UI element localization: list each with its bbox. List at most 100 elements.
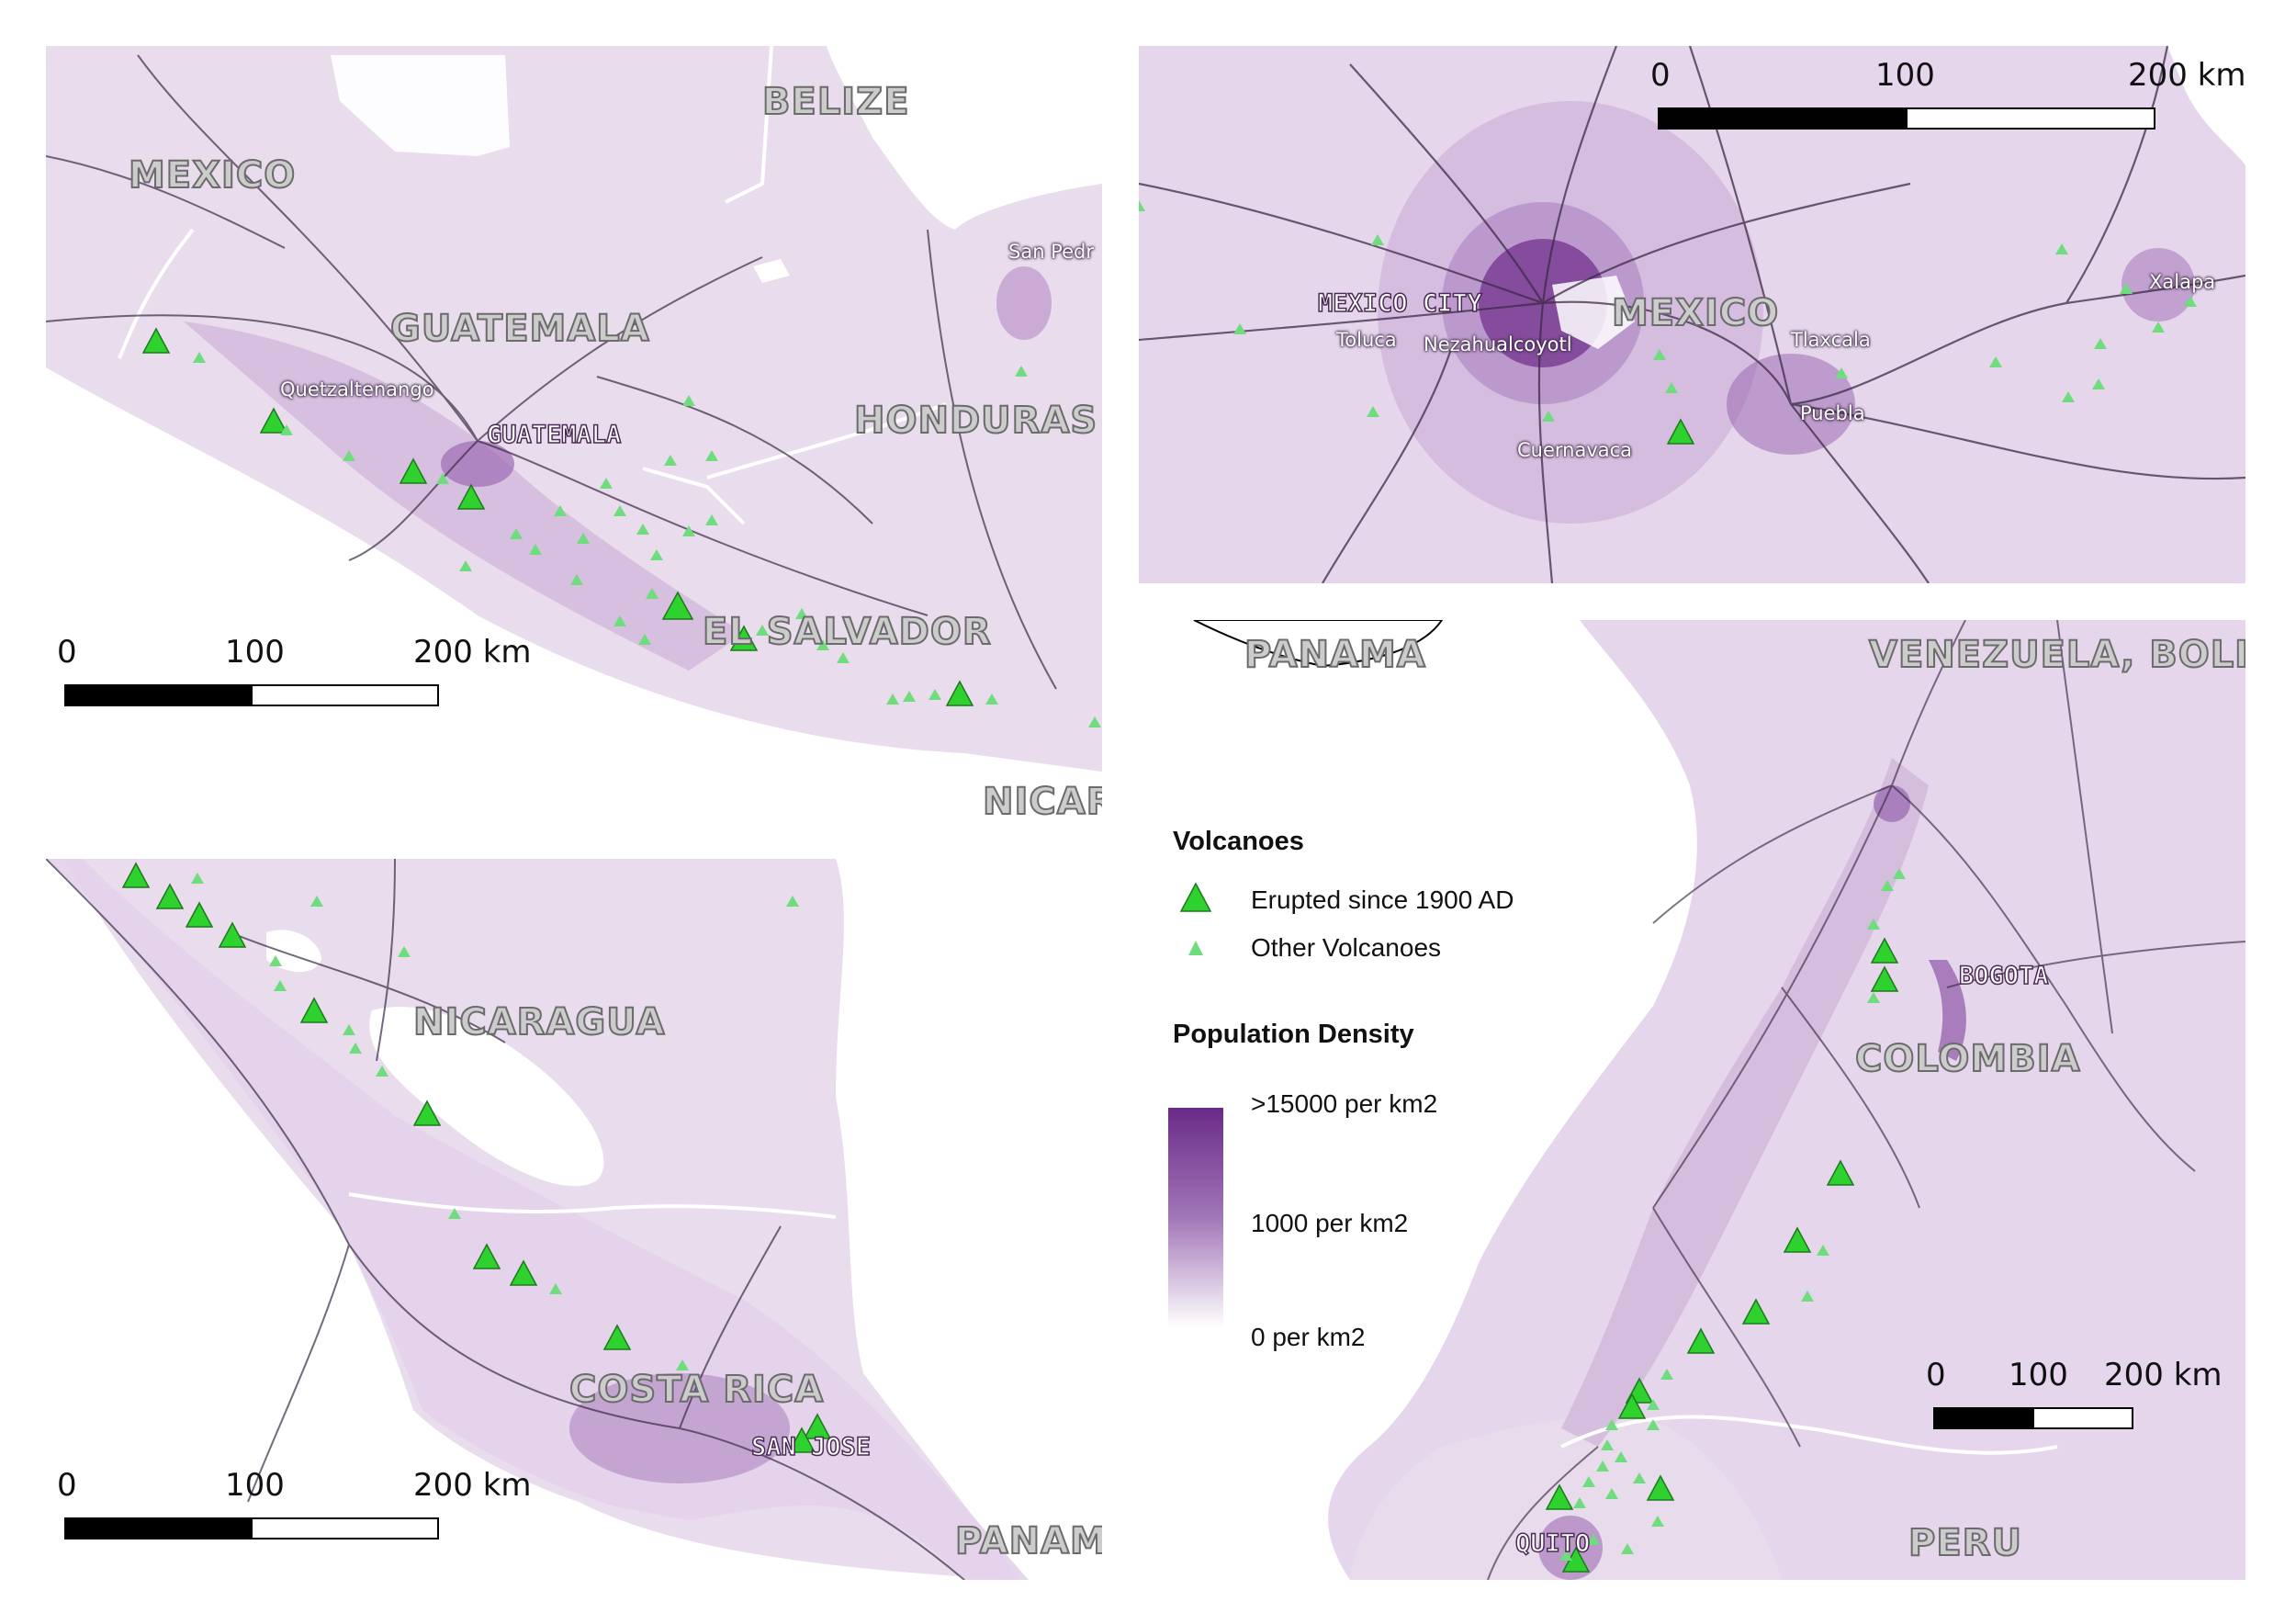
map-panel-colombia[interactable]: PANAMA VENEZUELA, BOLIVA COLOMBIA PERU B… [1139,620,2245,1580]
town-label-cuernavaca: Cuernavaca [1517,439,1633,461]
density-zone [2122,248,2195,321]
volcano-other [1881,880,1894,891]
country-label-costa-rica: COSTA RICA [568,1368,825,1412]
map-panel-nicaragua[interactable]: NICARAGUA COSTA RICA PANAMA SAN JOSE [46,859,1102,1580]
volcano-erupted [141,327,171,354]
volcano-other [682,395,695,406]
volcano-other [343,450,355,461]
volcano-other [1596,1460,1609,1472]
road-network [46,54,1057,690]
scale-bar-black [1933,1407,2034,1429]
legend-ramp-high: >15000 per km2 [1251,1089,1438,1118]
country-label-colombia: COLOMBIA [1854,1037,2081,1081]
volcano-other [1582,1476,1595,1487]
city-label-guatemala: GUATEMALA [486,420,622,450]
volcano-other [274,980,287,991]
map-panel-mexico[interactable]: MEXICO CITY MEXICO Toluca Nezahualcoyotl… [1139,46,2245,583]
volcano-other [1605,1419,1618,1430]
scale-label-zero: 0 [1926,1357,1946,1393]
volcano-other [613,615,626,626]
volcano-erupted [218,921,247,948]
volcano-other [349,1043,362,1054]
border-line [348,1192,837,1219]
scale-label-zero: 0 [57,1467,77,1504]
volcano-erupted [1545,1483,1574,1510]
volcano-other [343,1024,355,1035]
country-label-peru: PERU [1908,1521,2022,1565]
volcano-other [837,652,850,663]
volcano-other [646,588,658,599]
legend-ramp-low: 0 per km2 [1251,1323,1366,1351]
scale-label-mid: 100 [225,634,285,671]
volcano-other [1542,411,1555,422]
country-label-honduras: HONDURAS [853,399,1098,443]
volcano-other [193,352,206,363]
volcano-other [1088,716,1101,727]
city-label-san-jose: SAN JOSE [750,1432,872,1462]
volcano-other [756,625,769,636]
volcano-other [1573,1497,1586,1508]
other-volcano-icon [1188,941,1203,955]
country-label-panama: PANAMA [1244,633,1426,677]
legend-item-other: Other Volcanoes [1251,933,1442,962]
scale-label-zero: 0 [57,634,77,671]
volcano-erupted [121,862,151,888]
volcano-other [1015,366,1028,377]
volcano-other [1633,1472,1646,1483]
legend-title-population-density: Population Density [1173,1020,1414,1049]
volcano-erupted [259,407,288,434]
volcano-other [510,528,523,539]
volcano-other [310,896,323,907]
volcano-markers [121,862,832,1453]
scale-label-end: 200 km [413,1467,532,1504]
town-label-san-pedro: San Pedr [1008,241,1094,263]
town-label-tlaxcala: Tlaxcala [1791,329,1871,351]
density-zone [441,441,514,487]
volcano-erupted [1826,1159,1855,1186]
volcano-other [459,560,472,571]
volcano-other [2062,391,2075,402]
density-zone [184,321,744,671]
volcano-other [376,1066,388,1077]
town-label-puebla: Puebla [1800,402,1865,424]
volcano-erupted [803,1413,832,1439]
scale-label-end: 200 km [2104,1357,2223,1393]
legend-ramp-mid: 1000 per km2 [1251,1209,1409,1237]
map-colombia-svg [1193,620,2245,1580]
density-color-ramp [1168,1108,1223,1328]
volcano-other [448,1208,461,1219]
volcano-other [1601,1439,1614,1450]
volcano-other [2094,338,2107,349]
volcano-other [1559,1550,1572,1561]
lake [331,55,510,156]
legend-title-volcanoes: Volcanoes [1173,827,1304,856]
lake [753,259,790,283]
scale-label-mid: 100 [225,1467,285,1504]
volcano-other [2152,321,2165,333]
country-label-mexico: MEXICO [128,153,297,197]
volcano-erupted [185,901,214,928]
volcano-other [529,544,542,555]
scale-bar-black [64,1517,253,1539]
volcano-other [600,478,613,489]
density-zone [1538,1516,1603,1580]
volcano-other [1660,1369,1673,1380]
volcano-other [1651,1516,1664,1527]
pacific-ocean [46,859,1019,1580]
volcano-other [1801,1291,1814,1302]
volcano-other [1867,992,1880,1003]
country-label-el-salvador: EL SALVADOR [702,610,992,654]
city-label-bogota: BOGOTA [1958,961,2049,991]
scale-bar-white [251,684,439,706]
volcano-other [886,694,899,705]
volcano-erupted [509,1259,538,1286]
volcano-other [638,634,651,645]
country-label-venezuela: VENEZUELA, BOLIVA [1868,633,2245,677]
scale-bar-black [1658,107,1908,130]
volcano-erupted [602,1324,632,1350]
volcano-erupted [787,1427,816,1453]
volcano-erupted [1666,418,1695,445]
volcano-other [985,694,998,705]
volcano-other [795,608,808,619]
volcano-erupted [1741,1298,1771,1325]
